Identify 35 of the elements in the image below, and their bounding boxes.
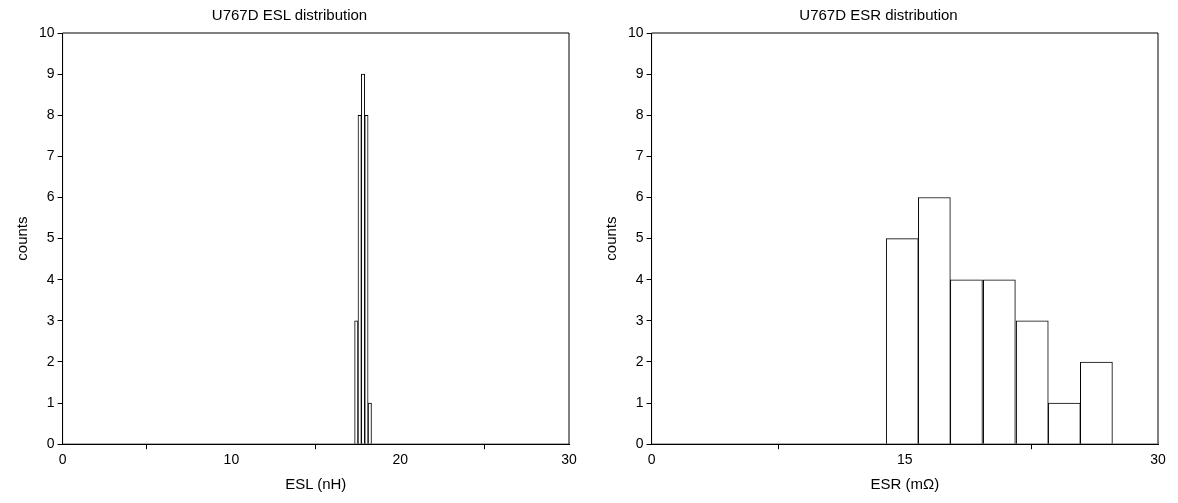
y-tick-label: 7 <box>46 147 55 164</box>
y-tick-label: 9 <box>46 64 55 81</box>
y-tick-label: 4 <box>635 270 644 287</box>
y-tick-label: 0 <box>46 435 55 452</box>
y-axis-title: counts <box>602 216 620 261</box>
y-tick-label: 2 <box>635 352 644 369</box>
chart-title: U767D ESR distribution <box>799 6 958 24</box>
y-tick-label: 8 <box>635 106 644 123</box>
y-tick-label: 6 <box>46 188 55 205</box>
x-tick-label: 30 <box>1150 451 1166 468</box>
y-tick-label: 1 <box>46 393 55 410</box>
x-tick-label: 0 <box>58 451 67 468</box>
x-tick-label: 20 <box>392 451 409 468</box>
y-tick-label: 5 <box>46 229 55 246</box>
y-tick-label: 10 <box>627 23 644 40</box>
y-tick-label: 5 <box>635 229 644 246</box>
x-axis-title: ESL (nH) <box>285 475 347 493</box>
x-tick-label: 15 <box>897 451 913 468</box>
x-tick-label: 0 <box>647 451 656 468</box>
x-tick-label: 10 <box>223 451 240 468</box>
x-axis-title: ESR (mΩ) <box>870 475 940 493</box>
y-tick-label: 2 <box>46 352 55 369</box>
y-tick-label: 6 <box>635 188 644 205</box>
chart-title: U767D ESL distribution <box>211 6 368 24</box>
y-tick-label: 10 <box>38 23 55 40</box>
y-axis-title: counts <box>13 216 31 261</box>
y-tick-label: 4 <box>46 270 55 287</box>
y-tick-label: 3 <box>46 311 55 328</box>
y-tick-label: 7 <box>635 147 644 164</box>
x-tick-label: 30 <box>561 451 577 468</box>
y-tick-label: 9 <box>635 64 644 81</box>
y-tick-label: 0 <box>635 435 644 452</box>
y-tick-label: 1 <box>635 393 644 410</box>
y-tick-label: 3 <box>635 311 644 328</box>
y-tick-label: 8 <box>46 106 55 123</box>
